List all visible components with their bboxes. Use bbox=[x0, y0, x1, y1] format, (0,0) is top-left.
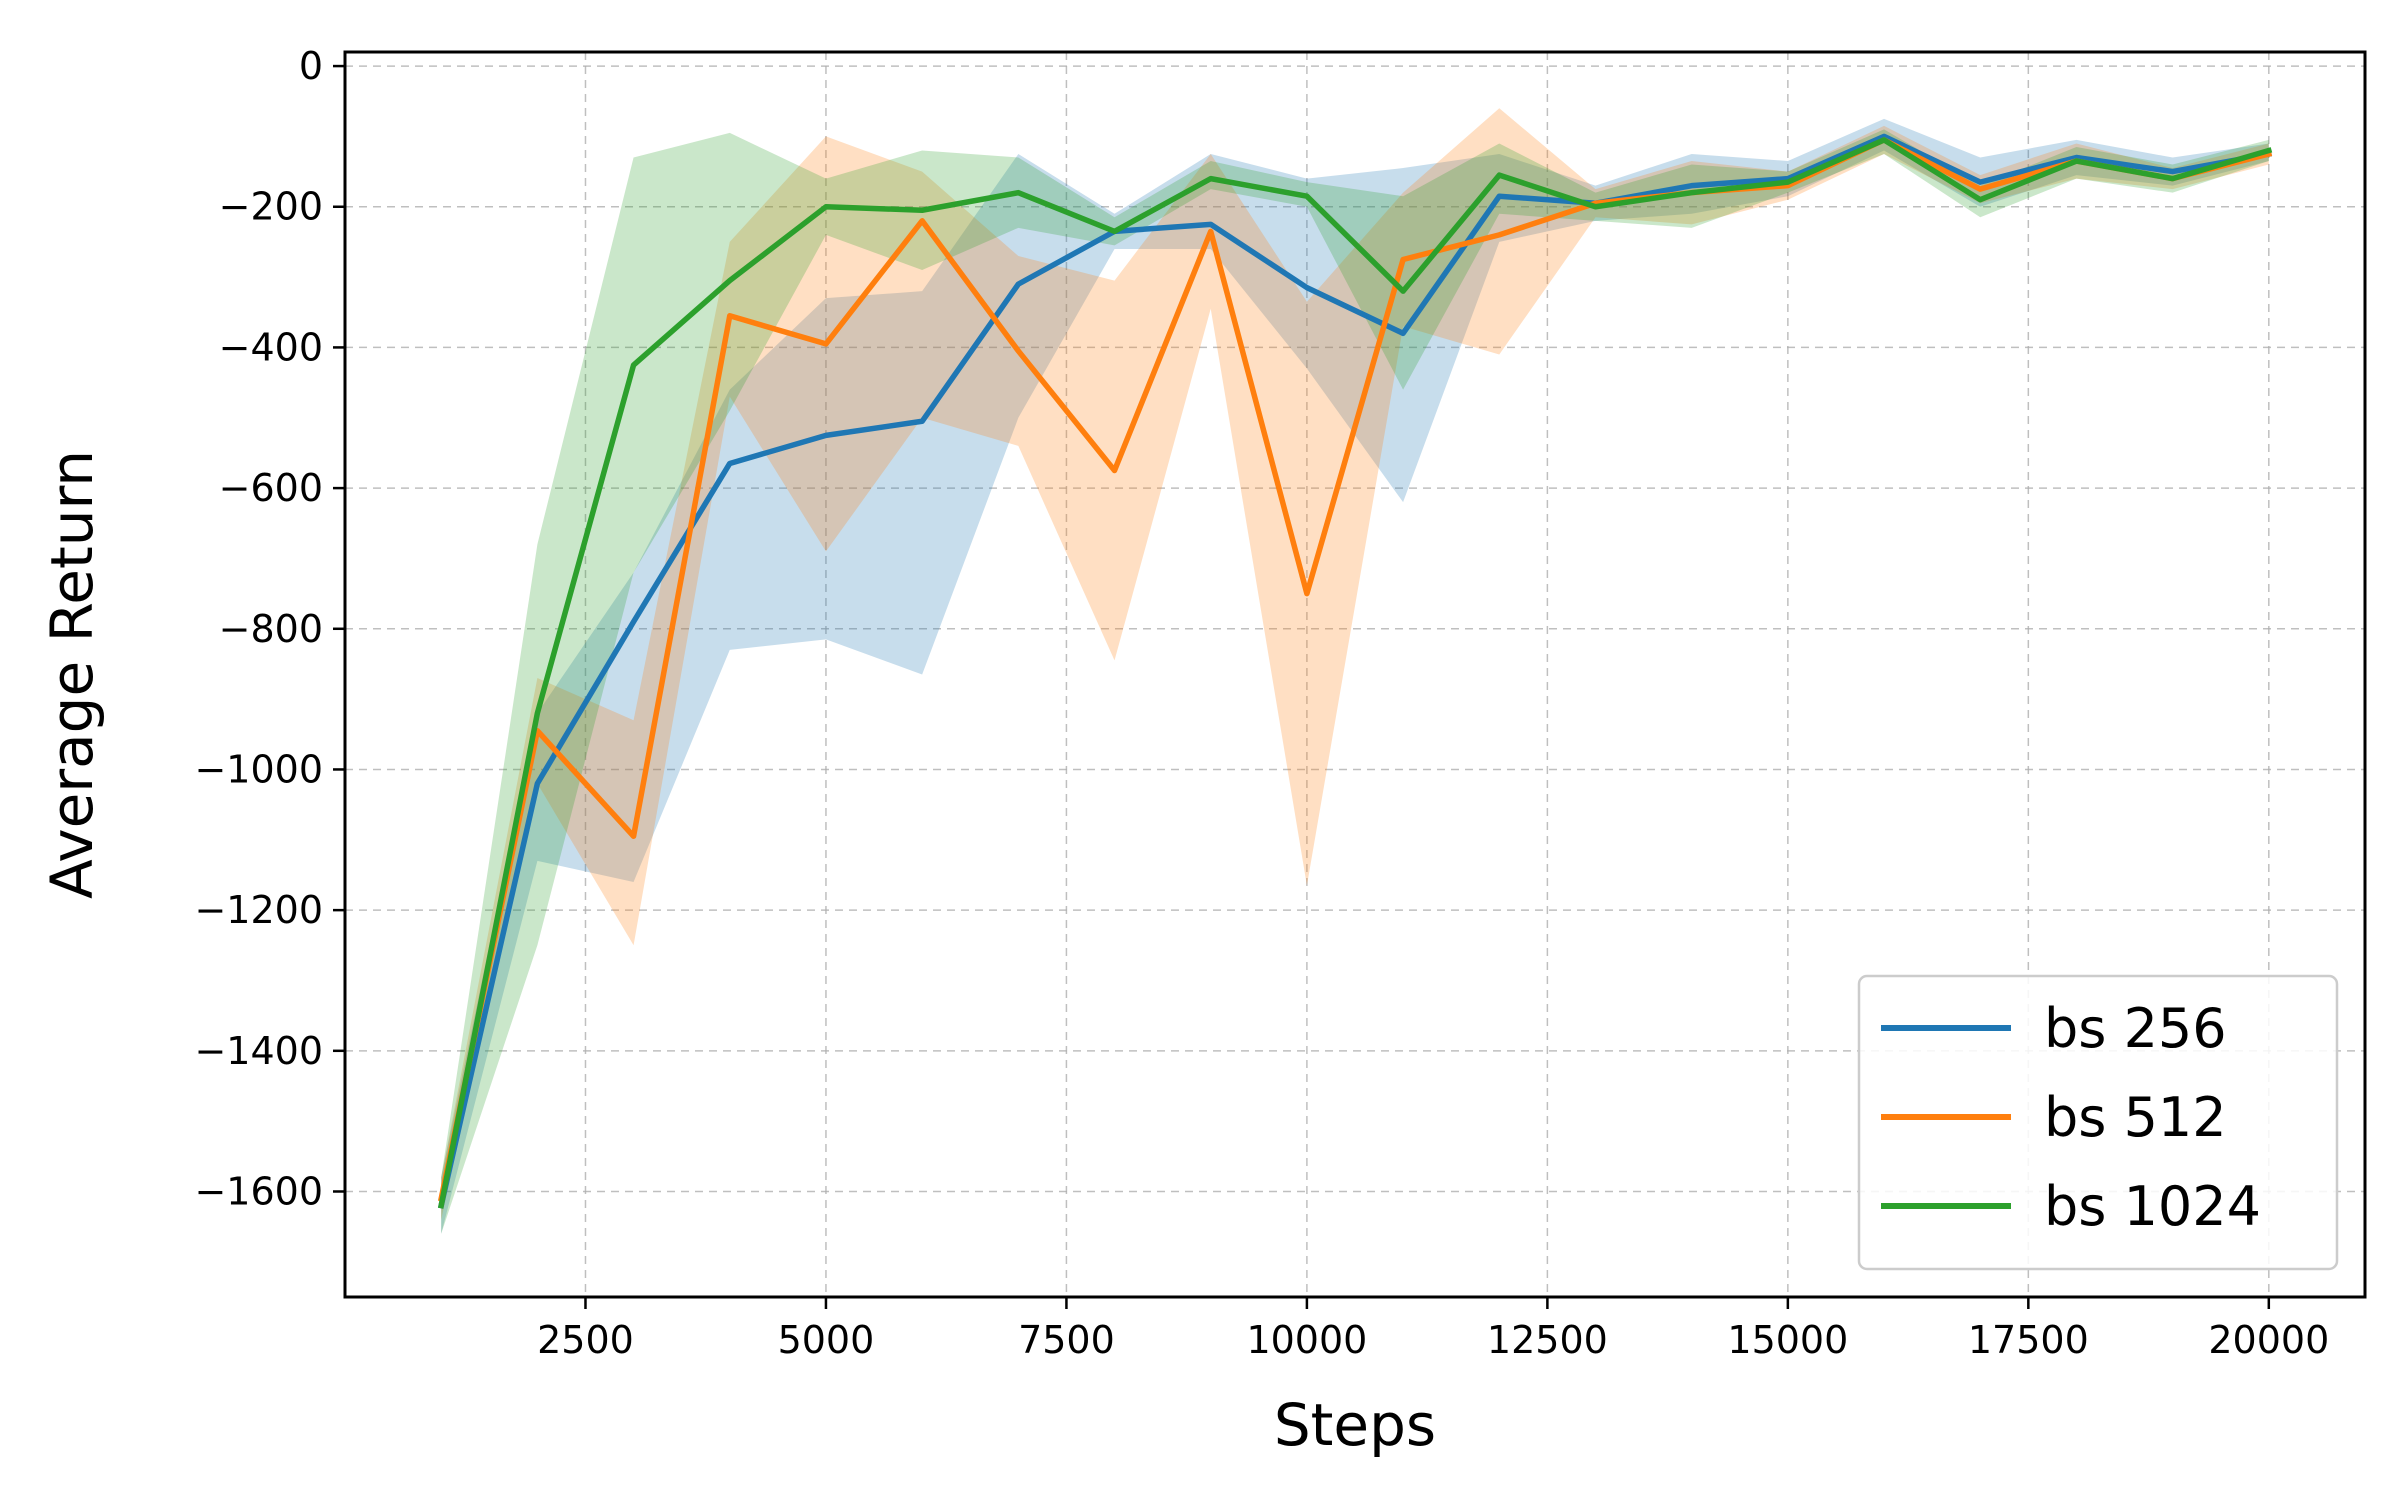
y-tick-label: −400 bbox=[219, 325, 323, 369]
confidence-bands bbox=[441, 108, 2269, 1234]
x-tick-label: 7500 bbox=[1018, 1318, 1115, 1362]
x-tick-label: 20000 bbox=[2208, 1318, 2329, 1362]
x-tick-label: 12500 bbox=[1487, 1318, 1608, 1362]
band-series-1 bbox=[441, 108, 2269, 1220]
x-tick-label: 5000 bbox=[778, 1318, 875, 1362]
line-series-2 bbox=[437, 137, 2273, 1209]
y-tick-label: −600 bbox=[219, 466, 323, 510]
y-tick-label: −1400 bbox=[194, 1029, 323, 1073]
x-axis-ticks: 2500 5000 7500 10000 12500 15000 17500 20000 bbox=[537, 1297, 2329, 1362]
y-axis-label: Average Return bbox=[38, 450, 106, 899]
legend-label: bs 256 bbox=[2044, 997, 2227, 1060]
legend-box bbox=[1857, 974, 2339, 1271]
line-series-1 bbox=[437, 137, 2273, 1202]
x-tick-label: 2500 bbox=[537, 1318, 634, 1362]
y-tick-label: −1000 bbox=[194, 747, 323, 791]
x-tick-label: 15000 bbox=[1727, 1318, 1848, 1362]
y-tick-label: −1200 bbox=[194, 888, 323, 932]
plot-frame bbox=[343, 50, 2367, 1299]
legend: bs 256 bs 512 bs 1024 bbox=[1857, 974, 2339, 1271]
y-axis-ticks: 0 −200 −400 −600 −800 −1000 −1200 −1400 −1600 bbox=[194, 44, 345, 1213]
x-tick-label: 17500 bbox=[1968, 1318, 2089, 1362]
y-tick-label: 0 bbox=[299, 44, 323, 88]
x-axis-label: Steps bbox=[1274, 1391, 1436, 1459]
series-lines bbox=[437, 133, 2273, 1209]
line-series-0 bbox=[437, 133, 2273, 1209]
band-series-2 bbox=[441, 129, 2269, 1234]
legend-label: bs 1024 bbox=[2044, 1175, 2261, 1238]
x-tick-label: 10000 bbox=[1246, 1318, 1367, 1362]
y-tick-label: −1600 bbox=[194, 1169, 323, 1213]
band-series-0 bbox=[441, 118, 2269, 1234]
legend-items: bs 256 bs 512 bs 1024 bbox=[1881, 997, 2261, 1238]
y-tick-label: −800 bbox=[219, 607, 323, 651]
legend-label: bs 512 bbox=[2044, 1086, 2227, 1149]
y-tick-label: −200 bbox=[219, 185, 323, 229]
